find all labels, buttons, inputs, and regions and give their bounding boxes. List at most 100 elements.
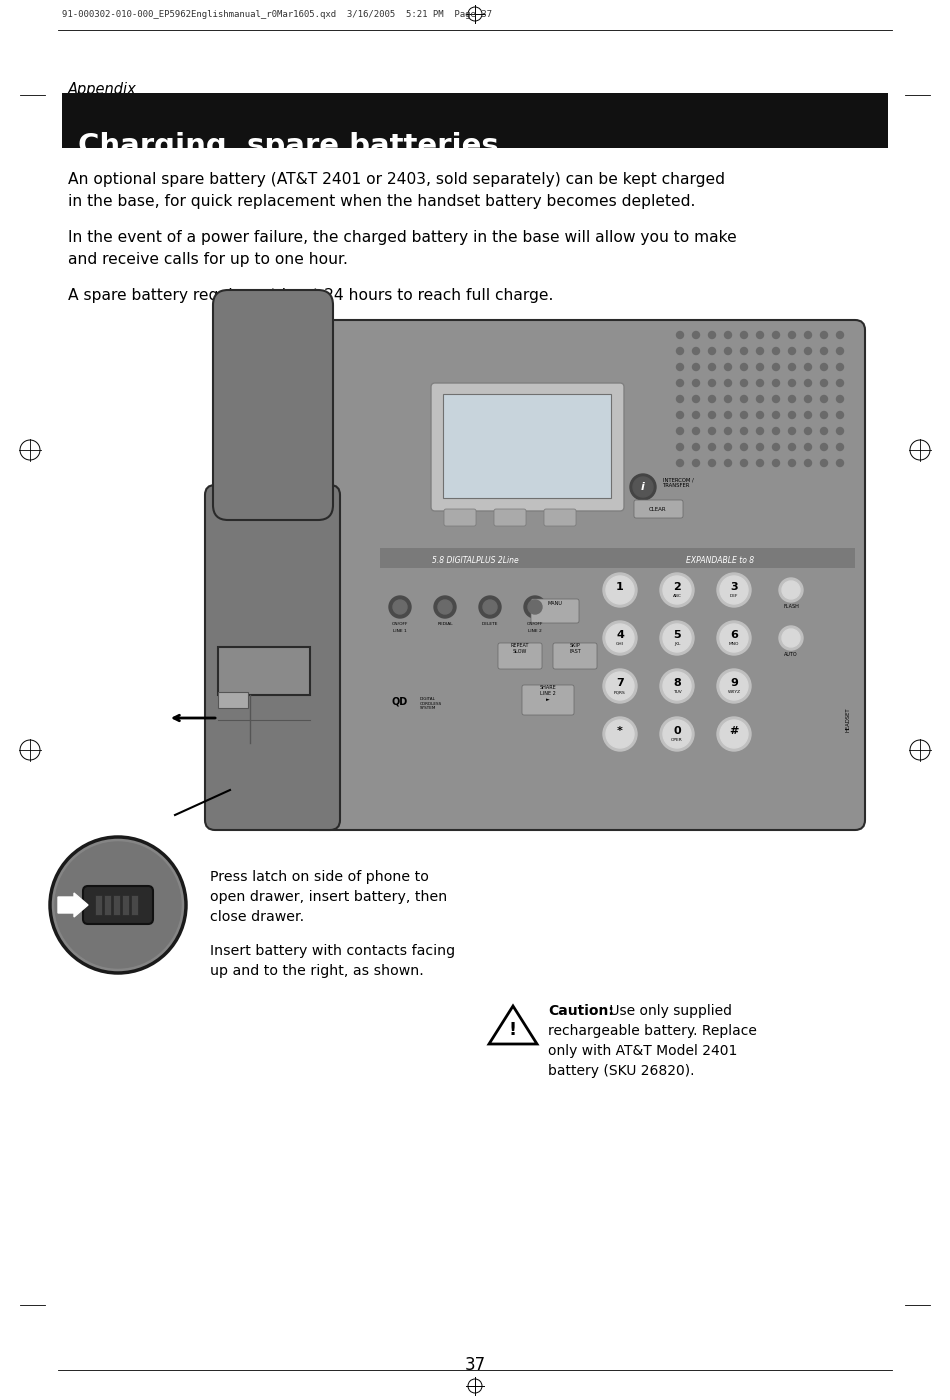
Circle shape [434,596,456,617]
Circle shape [821,379,827,386]
Circle shape [676,379,683,386]
Text: In the event of a power failure, the charged battery in the base will allow you : In the event of a power failure, the cha… [68,230,737,245]
Circle shape [821,347,827,354]
Circle shape [725,395,732,403]
FancyBboxPatch shape [218,692,248,708]
Circle shape [603,622,637,655]
Text: 91-000302-010-000_EP5962Englishmanual_r0Mar1605.qxd  3/16/2005  5:21 PM  Page 37: 91-000302-010-000_EP5962Englishmanual_r0… [62,10,492,20]
FancyBboxPatch shape [498,643,542,669]
Text: LINE 1: LINE 1 [393,629,407,633]
FancyBboxPatch shape [122,895,129,916]
Text: rechargeable battery. Replace: rechargeable battery. Replace [548,1023,757,1037]
Circle shape [740,444,748,451]
Circle shape [709,412,715,419]
Circle shape [660,573,694,608]
Circle shape [779,626,803,650]
Circle shape [725,364,732,371]
Circle shape [805,347,811,354]
Text: HEADSET: HEADSET [846,707,850,732]
Circle shape [725,459,732,466]
Circle shape [693,459,699,466]
Text: 0: 0 [674,727,681,736]
Circle shape [756,364,764,371]
Text: open drawer, insert battery, then: open drawer, insert battery, then [210,890,447,904]
Circle shape [676,395,683,403]
Circle shape [788,395,795,403]
Text: 37: 37 [465,1357,485,1373]
Circle shape [782,581,800,599]
Circle shape [676,444,683,451]
Circle shape [772,412,780,419]
Circle shape [603,717,637,750]
Circle shape [676,332,683,339]
Text: #: # [730,727,739,736]
FancyBboxPatch shape [531,599,579,623]
Text: SKIP
FAST: SKIP FAST [569,643,580,654]
Text: Use only supplied: Use only supplied [605,1004,732,1018]
Text: close drawer.: close drawer. [210,910,304,924]
Circle shape [479,596,501,617]
FancyBboxPatch shape [634,500,683,518]
Circle shape [630,475,656,500]
FancyBboxPatch shape [522,685,574,715]
Text: Insert battery with contacts facing: Insert battery with contacts facing [210,944,455,958]
Circle shape [603,669,637,703]
FancyBboxPatch shape [443,393,611,498]
Circle shape [693,427,699,434]
FancyBboxPatch shape [444,510,476,526]
Circle shape [389,596,411,617]
Circle shape [788,412,795,419]
Circle shape [805,332,811,339]
Circle shape [717,573,751,608]
Circle shape [837,379,844,386]
Circle shape [709,332,715,339]
Text: DIGITAL
CORDLESS
SYSTEM: DIGITAL CORDLESS SYSTEM [420,697,443,710]
Circle shape [805,459,811,466]
Circle shape [633,477,653,497]
Circle shape [805,412,811,419]
Circle shape [693,347,699,354]
Circle shape [393,601,407,615]
FancyArrow shape [58,893,88,917]
Text: AUTO: AUTO [784,652,798,657]
Circle shape [837,412,844,419]
Circle shape [676,347,683,354]
Circle shape [740,427,748,434]
Text: Press latch on side of phone to: Press latch on side of phone to [210,869,428,883]
Circle shape [788,332,795,339]
Circle shape [837,459,844,466]
Text: i: i [641,482,645,491]
FancyBboxPatch shape [205,484,340,830]
Circle shape [805,395,811,403]
Circle shape [709,364,715,371]
FancyBboxPatch shape [83,886,153,924]
Circle shape [709,347,715,354]
Circle shape [788,379,795,386]
Circle shape [837,395,844,403]
Circle shape [606,624,634,652]
Text: OPER: OPER [671,738,683,742]
Text: 5.8 DIGITALPLUS 2Line: 5.8 DIGITALPLUS 2Line [431,556,519,566]
Text: DEF: DEF [730,594,738,598]
Text: Appendix: Appendix [68,83,137,97]
Circle shape [676,459,683,466]
Circle shape [717,622,751,655]
FancyBboxPatch shape [544,510,576,526]
FancyBboxPatch shape [113,895,120,916]
Circle shape [772,427,780,434]
Circle shape [483,601,497,615]
FancyBboxPatch shape [300,321,865,830]
Text: PQRS: PQRS [614,690,626,694]
Circle shape [821,444,827,451]
Text: 7: 7 [617,678,624,687]
Circle shape [821,412,827,419]
Circle shape [55,841,181,967]
FancyBboxPatch shape [553,643,597,669]
Text: 3: 3 [731,582,738,592]
Circle shape [725,379,732,386]
Text: REDIAL: REDIAL [437,622,453,626]
Circle shape [725,412,732,419]
Circle shape [740,379,748,386]
Circle shape [663,672,691,700]
Text: 1: 1 [617,582,624,592]
